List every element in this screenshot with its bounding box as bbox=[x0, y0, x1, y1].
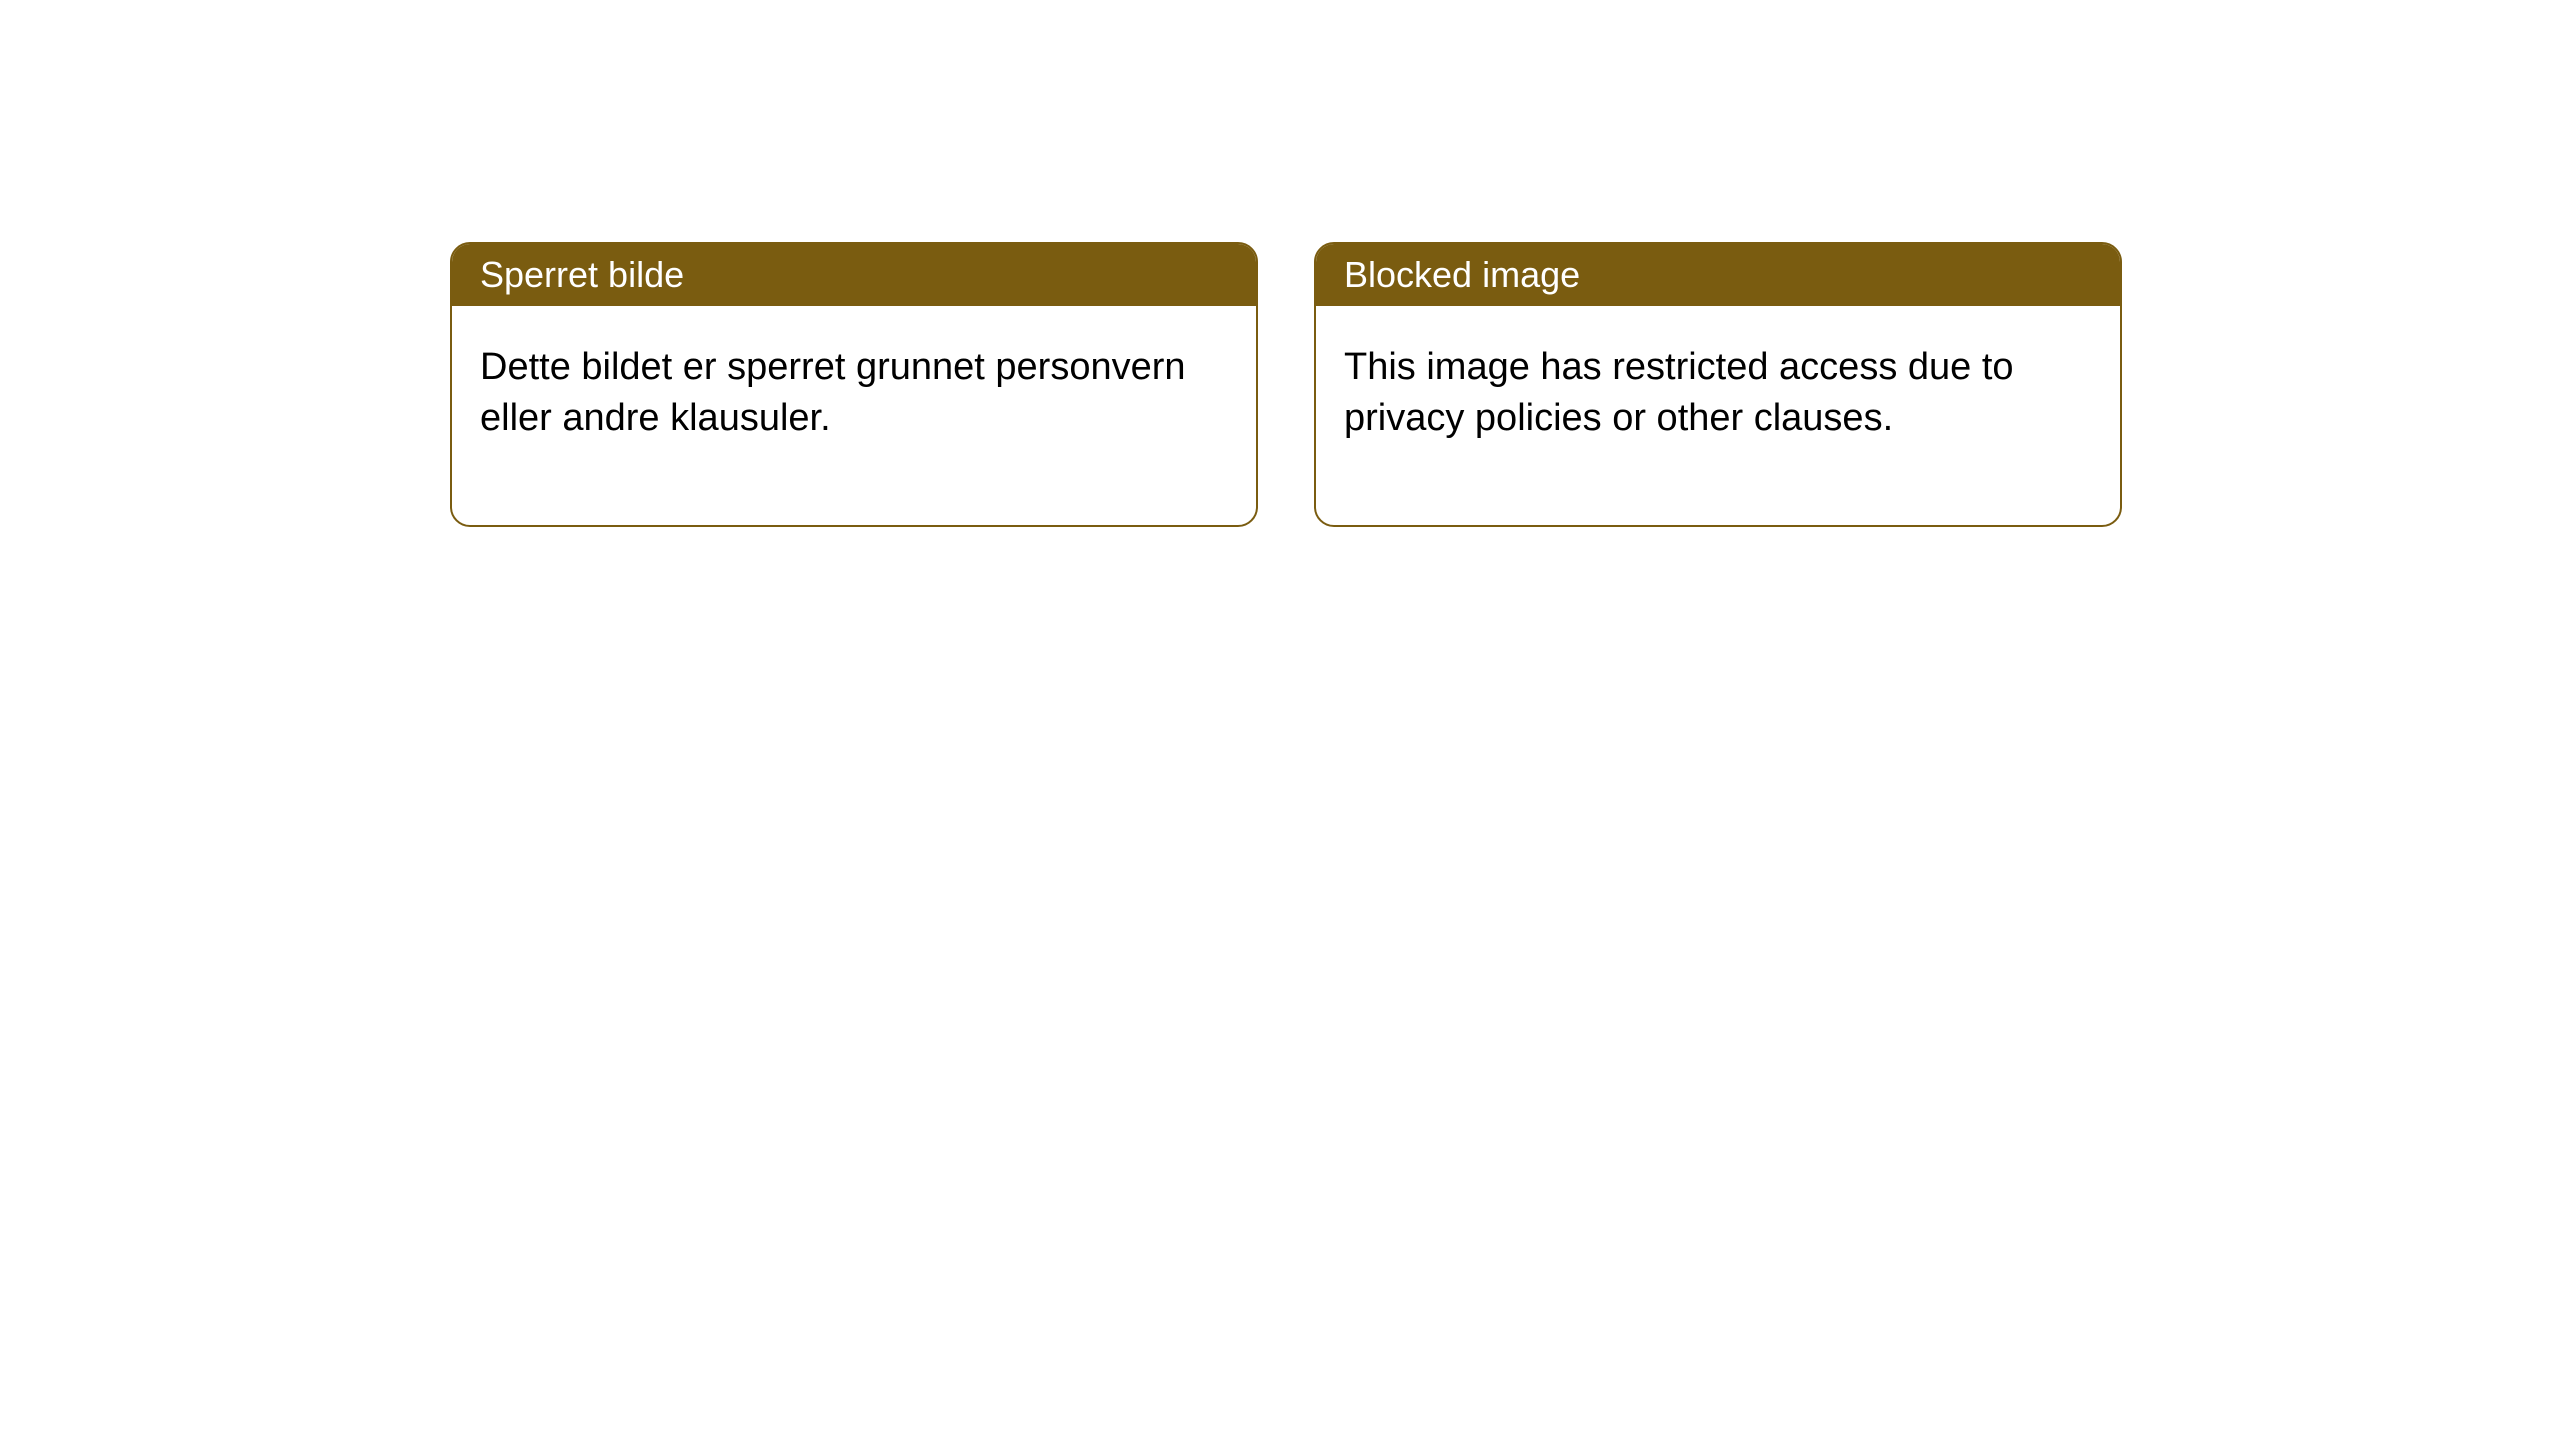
notice-title: Blocked image bbox=[1344, 254, 1580, 295]
notice-header: Sperret bilde bbox=[452, 244, 1256, 306]
notice-card-english: Blocked image This image has restricted … bbox=[1314, 242, 2122, 527]
notice-text: Dette bildet er sperret grunnet personve… bbox=[480, 346, 1186, 439]
notice-container: Sperret bilde Dette bildet er sperret gr… bbox=[0, 0, 2560, 527]
notice-header: Blocked image bbox=[1316, 244, 2120, 306]
notice-text: This image has restricted access due to … bbox=[1344, 346, 2014, 439]
notice-title: Sperret bilde bbox=[480, 254, 684, 295]
notice-card-norwegian: Sperret bilde Dette bildet er sperret gr… bbox=[450, 242, 1258, 527]
notice-body: This image has restricted access due to … bbox=[1316, 306, 2120, 525]
notice-body: Dette bildet er sperret grunnet personve… bbox=[452, 306, 1256, 525]
